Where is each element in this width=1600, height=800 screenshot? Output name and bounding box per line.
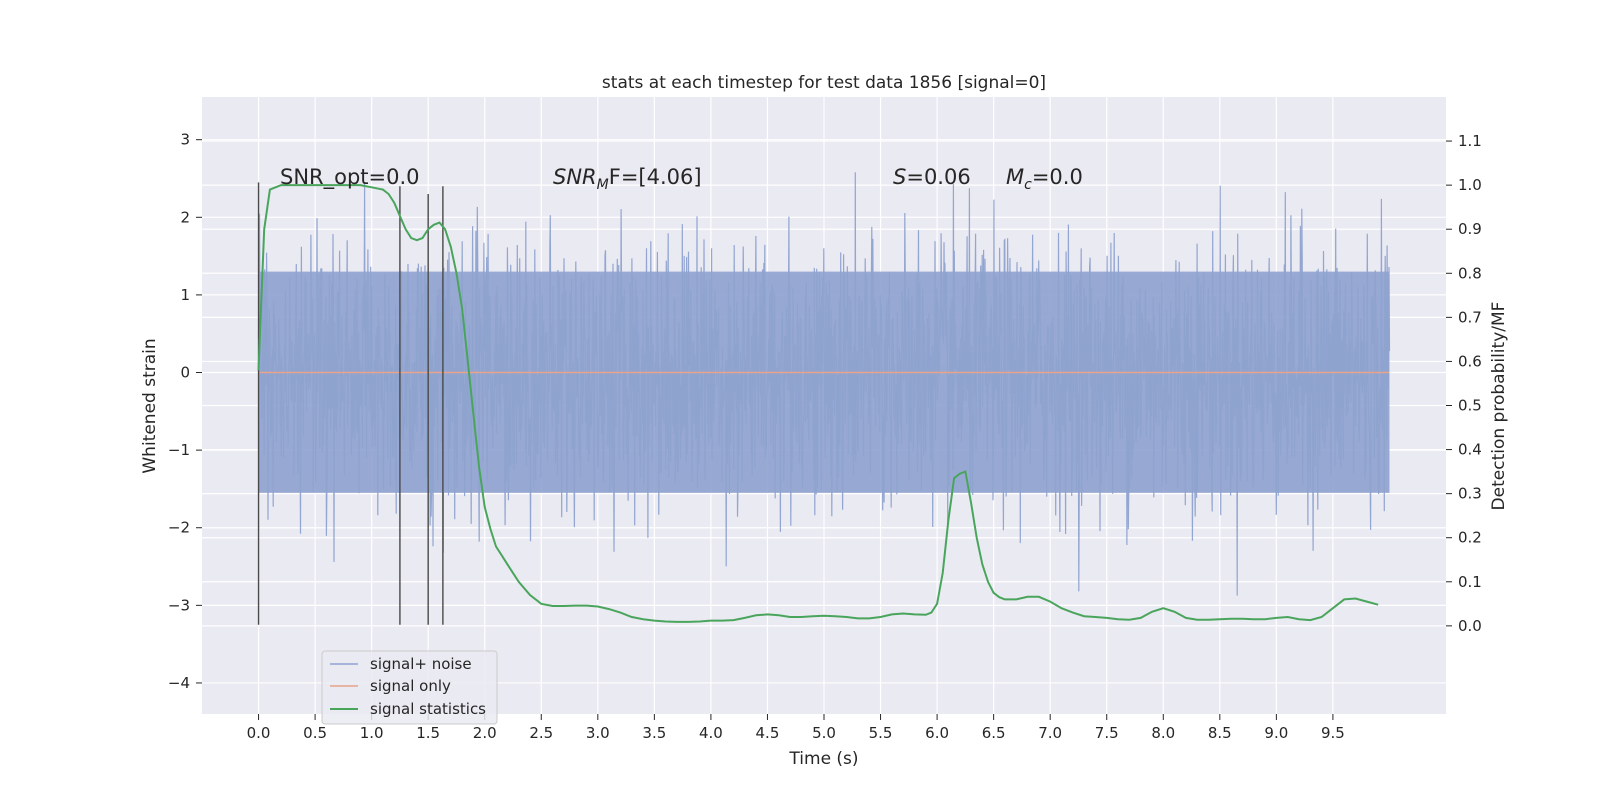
y-tick-label: −2 [168,519,190,537]
vertical-markers [257,182,444,625]
annotation-s-value: =0.06 [906,165,970,189]
y2-ticks: 1.1 1.0 0.9 0.8 0.7 0.6 0.5 0.4 0.3 0.2 0.1 0.0 [1446,132,1482,635]
y2-tick-label: 0.1 [1458,573,1482,591]
x-tick-label: 0.0 [247,724,271,742]
x-tick-label: 2.5 [529,724,553,742]
y2-tick-label: 0.5 [1458,397,1482,415]
y2-tick-label: 0.6 [1458,352,1482,370]
x-tick-label: 7.0 [1038,724,1062,742]
chart-title: stats at each timestep for test data 185… [602,73,1046,93]
x-tick-label: 1.5 [416,724,440,742]
y-tick-label: 1 [180,286,190,304]
x-tick-label: 3.0 [586,724,610,742]
y2-tick-label: 0.9 [1458,220,1482,238]
x-tick-label: 5.0 [812,724,836,742]
annotation-snr-mf-sub: M [597,177,609,193]
y-tick-label: −4 [168,674,190,692]
y2-tick-label: 0.8 [1458,264,1482,282]
annotation-mc: Mc=0.0 [1006,165,1083,193]
y-tick-label: 3 [180,131,190,149]
legend-label-signal-only: signal only [370,677,451,695]
x-tick-label: 9.5 [1321,724,1345,742]
annotation-snr-mf: SNRMF=[4.06] [553,165,702,193]
annotation-snr-mf-rest: F=[4.06] [609,165,702,189]
annotation-snr-mf-base: SNR [553,165,597,189]
x-tick-label: 3.5 [642,724,666,742]
y2-tick-label: 0.7 [1458,308,1482,326]
y-tick-label: −3 [168,596,190,614]
x-tick-label: 0.5 [303,724,327,742]
y2-tick-label: 0.4 [1458,441,1482,459]
y-axis-label: Whitened strain [140,338,160,473]
y-tick-label: 2 [180,208,190,226]
x-tick-label: 4.0 [699,724,723,742]
y-tick-label: −1 [168,441,190,459]
annotation-mc-rest: =0.0 [1032,165,1083,189]
x-tick-label: 8.0 [1151,724,1175,742]
annotation-s-label: S [893,165,906,189]
x-tick-label: 6.0 [925,724,949,742]
x-tick-label: 9.0 [1264,724,1288,742]
annotation-mc-sub: c [1024,177,1032,193]
x-axis-label: Time (s) [788,749,858,769]
annotation-s: S=0.06 [893,165,971,189]
legend-label-signal-noise: signal+ noise [370,655,472,673]
signal-noise-trace [257,172,1391,596]
x-tick-label: 2.0 [473,724,497,742]
y2-tick-label: 0.3 [1458,485,1482,503]
x-tick-label: 5.5 [869,724,893,742]
legend: signal+ noise signal only signal statist… [321,650,498,725]
x-tick-label: 6.5 [982,724,1006,742]
legend-label-signal-statistics: signal statistics [370,700,486,718]
y2-tick-label: 1.1 [1458,132,1482,150]
legend-box [321,650,498,725]
annotation-mc-base: M [1006,165,1024,189]
signal-noise-series [257,172,1391,596]
signal-statistics-series [257,184,1379,623]
y-tick-label: 0 [180,364,190,382]
x-ticks: 0.0 0.5 1.0 1.5 2.0 2.5 3.0 3.5 4.0 4.5 5.0 5.5 6.0 6… [247,714,1345,742]
x-tick-label: 1.0 [360,724,384,742]
x-tick-label: 8.5 [1208,724,1232,742]
y2-tick-label: 1.0 [1458,176,1482,194]
y-ticks: 3 2 1 0 −1 −2 −3 −4 [168,131,202,692]
y2-tick-label: 0.0 [1458,617,1482,635]
annotation-snr-opt: SNR_opt=0.0 [280,165,420,190]
y2-axis-label: Detection probability/MF [1489,302,1509,511]
x-tick-label: 7.5 [1095,724,1119,742]
x-tick-label: 4.5 [756,724,780,742]
y2-tick-label: 0.2 [1458,529,1482,547]
